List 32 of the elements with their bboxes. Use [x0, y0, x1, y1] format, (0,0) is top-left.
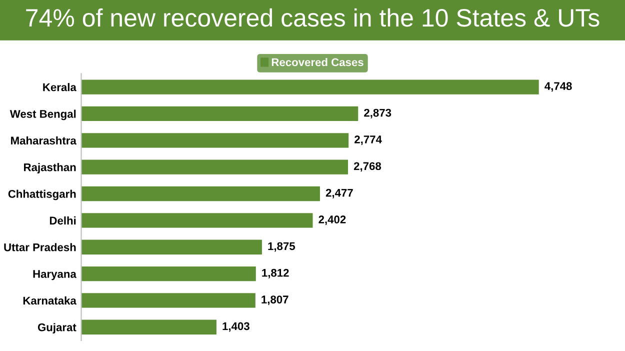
data-label: 2,873 [364, 108, 392, 118]
y-tick-label: Kerala [43, 83, 76, 92]
y-tick-label: Gujarat [38, 323, 76, 334]
bar [81, 320, 216, 334]
bar [81, 80, 539, 94]
bar [81, 160, 348, 174]
y-tick-label: Maharashtra [11, 136, 76, 145]
bar [81, 266, 256, 282]
y-tick-label: West Bengal [10, 110, 76, 120]
y-tick-label: Uttar Pradesh [4, 243, 76, 252]
data-label: 4,748 [544, 82, 572, 92]
y-tick-label: Rajasthan [24, 163, 76, 174]
bar [81, 213, 313, 228]
data-label: 1,875 [268, 242, 296, 252]
data-label: 1,812 [262, 268, 289, 278]
bar [81, 186, 320, 202]
data-label: 1,807 [262, 296, 288, 306]
data-label: 2,768 [354, 162, 382, 172]
y-tick-label: Delhi [50, 216, 76, 225]
bar [81, 293, 256, 308]
data-label: 2,477 [326, 188, 353, 198]
bar [81, 106, 358, 122]
data-label: 1,403 [222, 322, 250, 332]
bar [81, 240, 262, 254]
legend-label: Recovered Cases [272, 58, 364, 66]
y-tick-label: Karnataka [23, 296, 76, 305]
chart-title: 74% of new recovered cases in the 10 States & UTs [26, 8, 600, 27]
data-label: 2,402 [318, 216, 346, 226]
bar [81, 133, 349, 148]
data-label: 2,774 [354, 136, 382, 145]
y-tick-label: Chhattisgarh [8, 190, 76, 200]
y-tick-label: Haryana [33, 270, 76, 280]
